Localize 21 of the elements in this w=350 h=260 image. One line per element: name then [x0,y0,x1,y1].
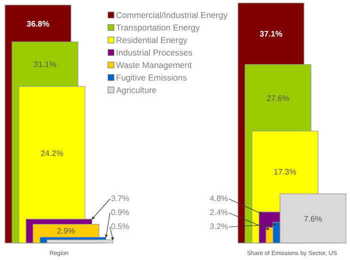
data-label: 2.4% [210,208,228,217]
data-label: 37.1% [260,30,282,39]
data-label: 3.2% [210,222,228,231]
legend-label: Waste Management [116,60,192,70]
data-label: 0.9% [111,208,130,217]
legend-label: Fugitive Emissions [116,72,187,82]
legend-label: Transportation Energy [116,22,201,32]
data-label: 3.7% [111,194,130,203]
data-label: 2.9% [56,226,76,236]
legend-label: Commercial/Industrial Energy [116,10,228,20]
data-label: 27.6% [266,94,290,103]
data-label: 17.3% [274,168,296,177]
legend-label: Industrial Processes [116,48,193,58]
data-label: 4.8% [210,194,228,203]
data-label: 31.1% [34,60,56,70]
data-label: 0.5% [111,222,130,231]
data-label: 24.2% [40,148,64,158]
data-label: 36.8% [26,19,50,28]
legend-label: Agriculture [116,85,157,95]
legend-label: Residential Energy [116,35,188,45]
data-label: 7.6% [304,214,322,224]
